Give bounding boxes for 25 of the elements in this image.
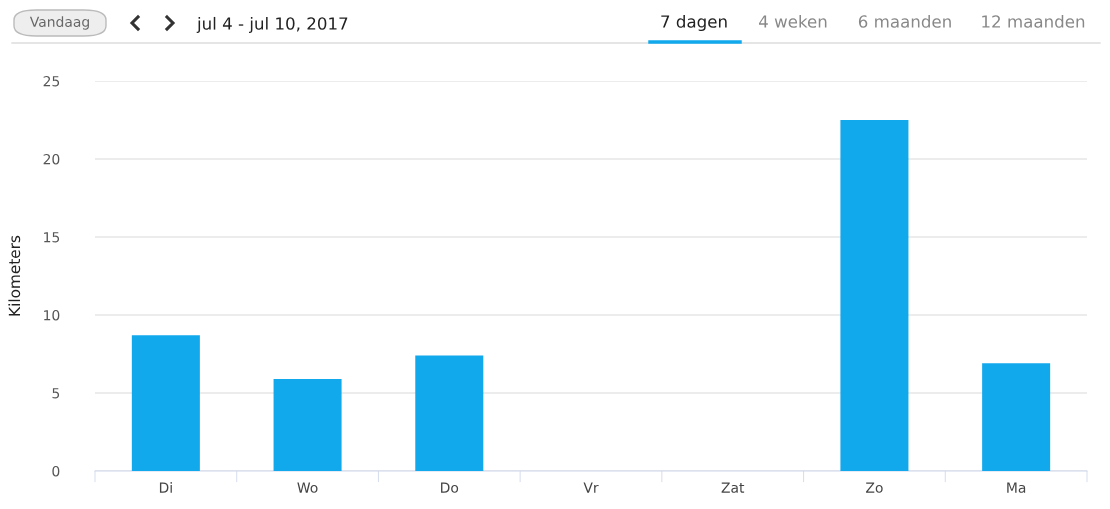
text: Vandaag — [29, 16, 89, 30]
bar — [840, 120, 909, 471]
text: 6 maanden — [858, 14, 951, 28]
x-tick-label: Di — [159, 482, 172, 493]
y-tick-label: 0 — [52, 465, 60, 477]
bar — [415, 355, 484, 471]
chart-title: jul 4 - jul 10, 2017 — [196, 16, 348, 34]
y-tick-label: 25 — [43, 75, 60, 87]
bar — [131, 335, 200, 471]
bar — [273, 378, 342, 471]
x-tick-label: Vr — [583, 482, 599, 493]
x-tick-label: Wo — [297, 482, 318, 493]
bar — [982, 363, 1051, 471]
x-tick-label: Ma — [1007, 482, 1026, 493]
text: 7 dagen — [661, 14, 727, 32]
y-tick-label: 5 — [52, 388, 60, 399]
y-tick-label: 20 — [43, 153, 60, 165]
x-tick-label: Do — [441, 482, 459, 493]
y-axis-title: Kilometers — [8, 235, 21, 316]
y-tick-label: 15 — [44, 232, 60, 243]
text: 12 maanden — [982, 14, 1085, 28]
text: 4 weken — [758, 14, 827, 28]
x-tick-label: Zat — [721, 482, 745, 493]
x-tick-label: Zo — [866, 482, 883, 493]
y-tick-label: 10 — [44, 309, 60, 321]
